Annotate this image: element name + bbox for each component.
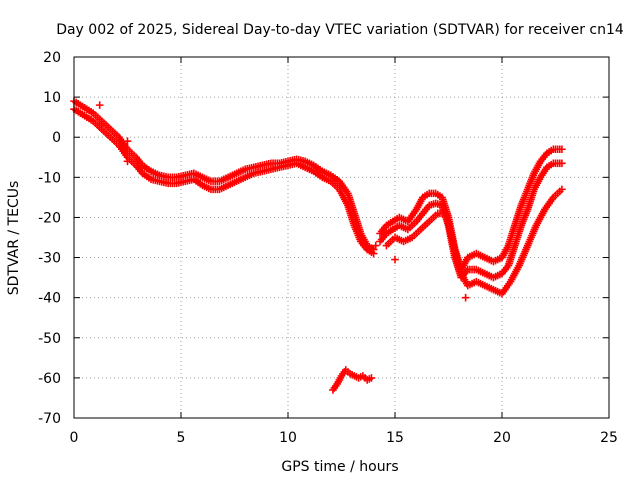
x-tick-label: 10: [279, 430, 297, 446]
y-tick-label: 0: [52, 130, 61, 146]
data-point: [123, 145, 132, 154]
x-tick-label: 5: [177, 430, 186, 446]
chart-title: Day 002 of 2025, Sidereal Day-to-day VTE…: [56, 22, 624, 38]
x-tick-label: 15: [386, 430, 404, 446]
y-tick-label: -60: [38, 371, 61, 387]
y-tick-label: -70: [38, 411, 61, 427]
data-points: [70, 97, 566, 394]
data-point: [367, 374, 376, 382]
x-tick-label: 20: [493, 430, 511, 446]
series-track-post-c: [382, 185, 566, 298]
x-axis-label: GPS time / hours: [281, 459, 398, 475]
data-point: [391, 255, 399, 264]
series-track-main-a: [70, 97, 378, 254]
y-tick-label: -30: [38, 251, 61, 267]
y-tick-label: -20: [38, 210, 61, 226]
data-point: [558, 145, 566, 154]
data-point: [95, 101, 104, 109]
data-point: [369, 249, 378, 258]
data-point: [95, 121, 104, 129]
x-tick-label: 0: [70, 430, 79, 446]
data-point: [558, 185, 566, 194]
axes: 0 5 10 15 20 25 20 10 0 -10 -20 -30 -40 -50 -60 -70: [38, 50, 618, 446]
y-tick-label: -40: [38, 291, 61, 307]
data-point: [371, 241, 380, 250]
data-point: [461, 293, 470, 302]
data-point: [123, 157, 132, 166]
y-tick-label: -50: [38, 331, 61, 347]
data-point: [558, 159, 566, 168]
y-tick-label: -10: [38, 170, 61, 186]
y-tick-label: 10: [43, 90, 61, 106]
series-track-post-a: [376, 145, 566, 274]
x-tick-label: 25: [600, 430, 618, 446]
data-point: [123, 137, 132, 146]
series-track-low: [329, 366, 376, 394]
plot-frame: [73, 56, 610, 419]
y-axis-label: SDTVAR / TECUs: [6, 181, 22, 296]
series-track-main-b: [70, 105, 378, 258]
series-scattered: [95, 101, 470, 302]
y-tick-label: 20: [43, 50, 61, 66]
